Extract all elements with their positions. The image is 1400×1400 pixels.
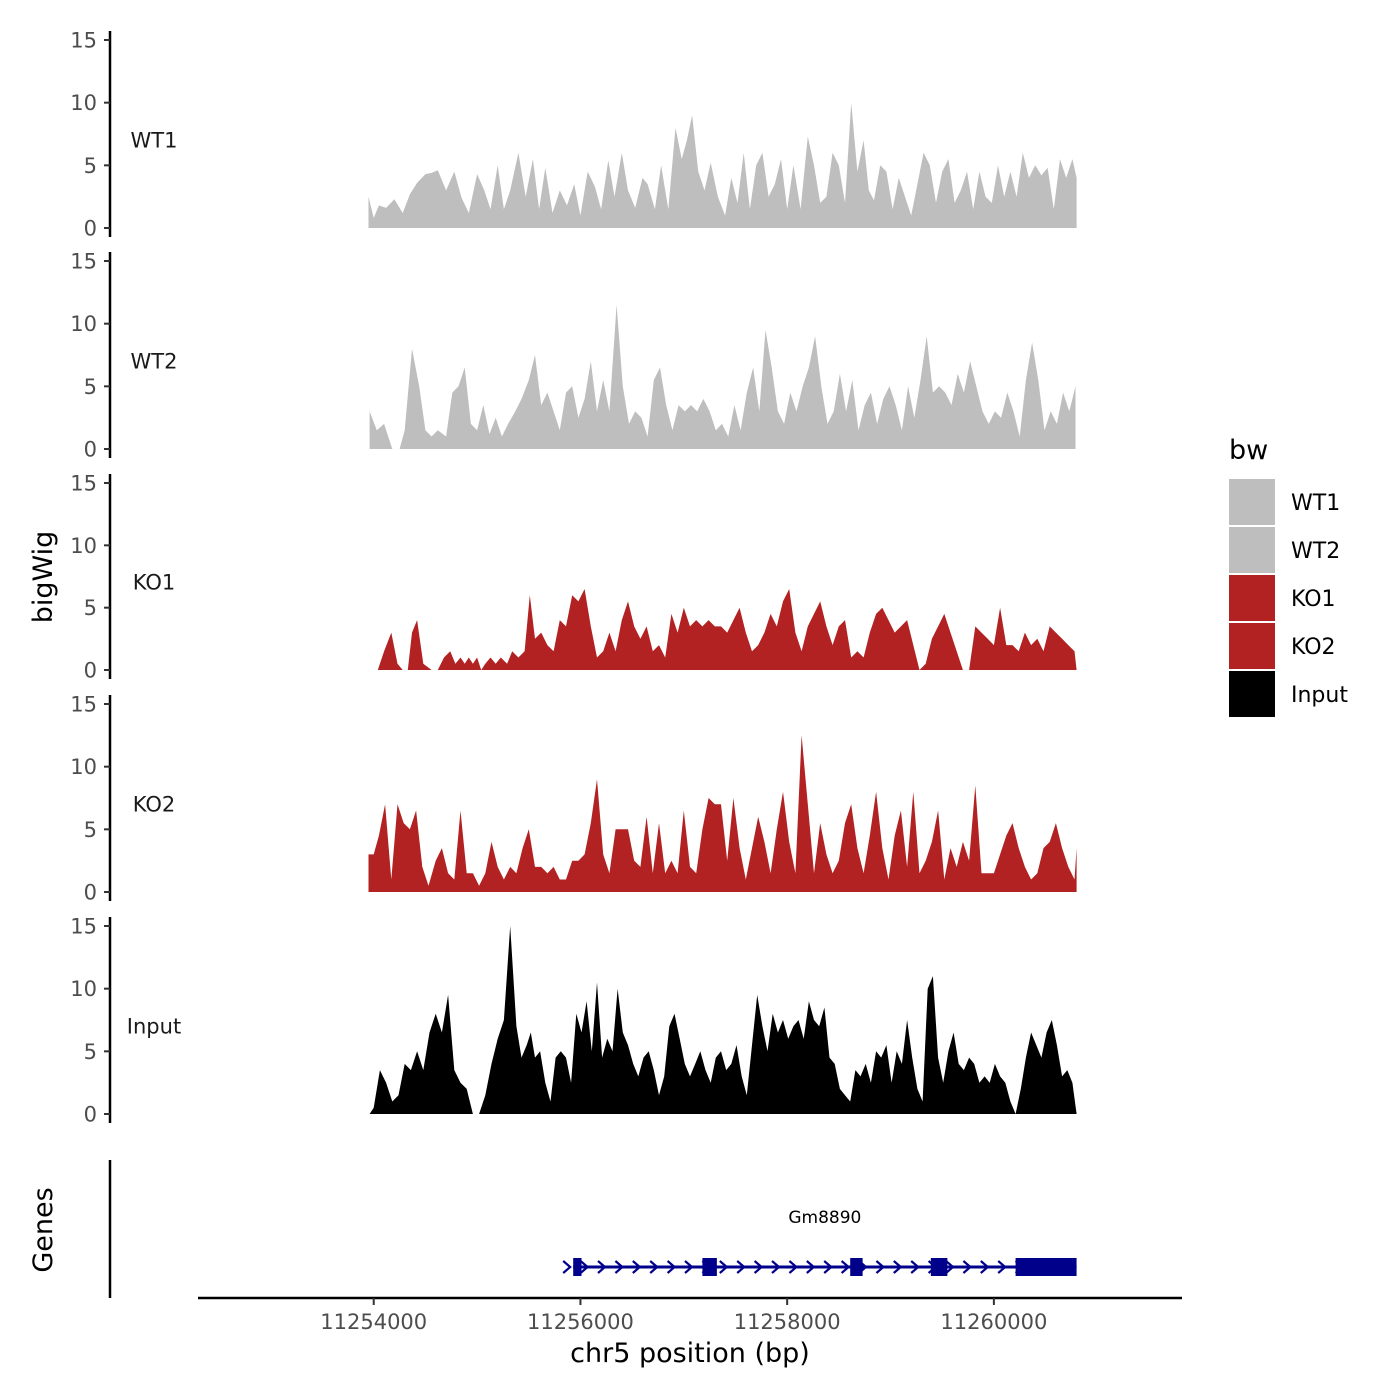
strand-arrow [632,1260,642,1274]
y-tick-label-wt1-0: 0 [84,217,97,241]
legend-title: bw [1229,435,1268,466]
x-tick-label-11258000: 11258000 [734,1310,841,1334]
y-tick-label-wt1-10: 10 [70,91,97,115]
y-tick-label-input-5: 5 [84,1040,97,1064]
area-wt1 [368,102,1077,228]
legend-label-ko2: KO2 [1291,635,1336,660]
strand-arrow [719,1260,729,1274]
track-label-ko1: KO1 [133,571,176,595]
strand-arrow [945,1260,955,1274]
legend-entry-input: Input [1229,671,1348,717]
track-wt1: 0 5 10 15 WT1 [70,29,1077,241]
track-ko1: 0 5 10 15 KO1 [70,472,1077,683]
legend-entry-ko1: KO1 [1229,575,1336,621]
area-ko1 [377,589,1077,670]
strand-arrow [614,1260,625,1274]
y-tick-label-ko2-0: 0 [84,881,97,905]
strand-arrow [962,1260,973,1274]
legend-swatch-wt1 [1229,479,1275,525]
strand-arrow [788,1260,799,1274]
strand-arrow [823,1260,833,1274]
track-label-input: Input [127,1014,181,1038]
strand-arrow [771,1260,781,1274]
legend-entry-wt1: WT1 [1229,479,1340,525]
strand-arrow [910,1260,920,1274]
exon-1 [573,1258,582,1276]
exon-5 [1015,1258,1077,1276]
y-tick-label-ko1-0: 0 [84,659,97,683]
exon-3 [850,1258,863,1276]
legend-swatch-wt2 [1229,527,1275,573]
track-input: 0 5 10 15 Input [70,915,1077,1127]
area-ko2 [368,735,1077,892]
exon-4 [930,1258,948,1276]
legend-entry-ko2: KO2 [1229,623,1336,669]
legend-label-ko1: KO1 [1291,587,1336,612]
x-tick-label-11260000: 11260000 [940,1310,1047,1334]
y-tick-label-wt2-0: 0 [84,438,97,462]
strand-arrow [997,1260,1007,1274]
track-wt2: 0 5 10 15 WT2 [70,250,1076,462]
y-tick-label-wt2-10: 10 [70,312,97,336]
strand-arrow [684,1260,694,1274]
track-label-ko2: KO2 [133,792,176,816]
legend-swatch-ko2 [1229,623,1275,669]
strand-arrow [579,1260,590,1274]
genes-axis-title: Genes [28,1187,59,1272]
track-label-wt1: WT1 [131,128,178,152]
track-ko2: 0 5 10 15 KO2 [70,693,1077,905]
legend-label-wt2: WT2 [1291,539,1340,564]
y-axis-title: bigWig [28,531,59,624]
legend-swatch-input [1229,671,1275,717]
strand-arrow [875,1260,886,1274]
legend: bw WT1 WT2 KO1 KO2 Input [1229,435,1348,717]
area-input [369,926,1077,1114]
y-tick-label-input-10: 10 [70,977,97,1001]
strand-arrow [666,1260,677,1274]
y-tick-label-input-0: 0 [84,1103,97,1127]
y-tick-label-ko1-15: 15 [70,472,97,496]
track-panels: 0 5 10 15 WT1 0 5 10 15 WT2 0 5 10 15 KO1 0 5 10 15 KO2 0 5 10… [70,29,1077,1127]
strand-arrow [840,1260,851,1274]
y-tick-label-ko1-5: 5 [84,596,97,620]
gene-label: Gm8890 [788,1208,861,1228]
strand-arrow [806,1260,816,1274]
strand-arrow [562,1260,572,1274]
strand-arrow [893,1260,903,1274]
y-tick-label-wt2-15: 15 [70,250,97,274]
strand-arrow [597,1260,607,1274]
legend-label-input: Input [1291,683,1348,708]
gene-gm8890: Gm8890 [562,1208,1077,1276]
strand-arrow [649,1260,659,1274]
y-tick-label-wt2-5: 5 [84,375,97,399]
legend-entry-wt2: WT2 [1229,527,1340,573]
legend-swatch-ko1 [1229,575,1275,621]
strand-arrow [753,1260,764,1274]
legend-label-wt1: WT1 [1291,491,1340,516]
y-tick-label-ko2-5: 5 [84,818,97,842]
y-tick-label-ko2-15: 15 [70,693,97,717]
y-tick-label-wt1-15: 15 [70,29,97,53]
exon-2 [702,1258,717,1276]
x-tick-label-11254000: 11254000 [320,1310,427,1334]
x-tick-label-11256000: 11256000 [527,1310,634,1334]
y-tick-label-ko1-10: 10 [70,534,97,558]
y-tick-label-wt1-5: 5 [84,154,97,178]
y-tick-label-input-15: 15 [70,915,97,939]
x-axis-title: chr5 position (bp) [570,1338,810,1369]
genes-panel: Gm8890 [108,1160,1077,1298]
track-label-wt2: WT2 [131,349,178,373]
strand-arrow [736,1260,746,1274]
y-tick-label-ko2-10: 10 [70,755,97,779]
strand-arrow [980,1260,990,1274]
x-axis: 11254000 11256000 11258000 11260000 [198,1296,1182,1334]
area-wt2 [369,304,1076,449]
